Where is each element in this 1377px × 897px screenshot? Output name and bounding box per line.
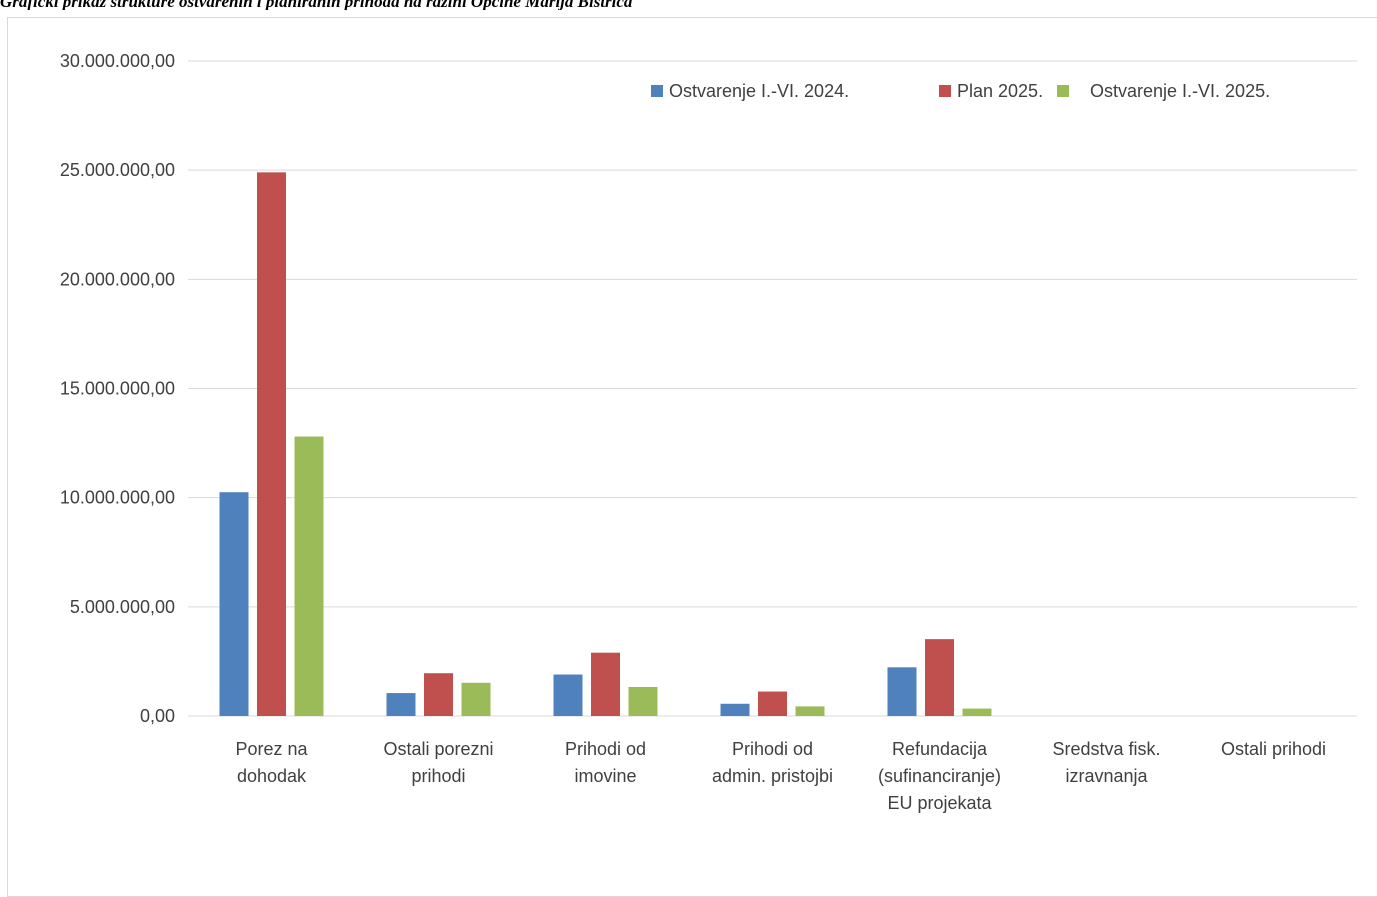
x-tick-label: imovine xyxy=(574,766,636,786)
legend-label: Plan 2025. xyxy=(957,81,1043,101)
x-tick-label: Ostali porezni xyxy=(383,739,493,759)
x-tick-label: EU projekata xyxy=(887,793,992,813)
x-tick-label: Sredstva fisk. xyxy=(1052,739,1160,759)
y-tick-label: 30.000.000,00 xyxy=(60,51,175,71)
legend-swatch xyxy=(1057,85,1069,97)
bar xyxy=(720,703,750,716)
figure-caption: Grafički prikaz strukture ostvarenih i p… xyxy=(0,0,633,10)
y-tick-label: 25.000.000,00 xyxy=(60,160,175,180)
x-tick-label: Prihodi od xyxy=(732,739,813,759)
bar xyxy=(553,674,583,716)
x-tick-label: Prihodi od xyxy=(565,739,646,759)
legend-swatch xyxy=(939,85,951,97)
x-tick-label: Porez na xyxy=(235,739,308,759)
bar xyxy=(294,436,324,716)
x-tick-label: izravnanja xyxy=(1065,766,1148,786)
bar xyxy=(758,691,787,716)
x-tick-label: prihodi xyxy=(411,766,465,786)
x-tick-label: (sufinanciranje) xyxy=(878,766,1001,786)
legend-swatch xyxy=(651,85,663,97)
x-tick-label: dohodak xyxy=(237,766,307,786)
legend-label: Ostvarenje I.-VI. 2025. xyxy=(1090,81,1270,101)
legend-label: Ostvarenje I.-VI. 2024. xyxy=(669,81,849,101)
x-tick-label: admin. pristojbi xyxy=(712,766,833,786)
bar xyxy=(219,492,249,716)
y-tick-label: 5.000.000,00 xyxy=(70,597,175,617)
bar xyxy=(386,693,416,716)
y-tick-label: 20.000.000,00 xyxy=(60,269,175,289)
y-tick-label: 10.000.000,00 xyxy=(60,488,175,508)
x-tick-label: Refundacija xyxy=(892,739,988,759)
bar xyxy=(962,708,992,716)
bar-chart: 0,00 5.000.000,00 10.000.000,00 15.000.000,… xyxy=(60,51,1357,813)
bar xyxy=(628,686,658,716)
bar xyxy=(424,673,453,716)
bar xyxy=(257,172,286,717)
bar xyxy=(591,652,620,716)
x-tick-label: Ostali prihodi xyxy=(1221,739,1326,759)
bar xyxy=(925,639,954,716)
y-tick-label: 0,00 xyxy=(140,706,175,726)
y-tick-label: 15.000.000,00 xyxy=(60,379,175,399)
bar xyxy=(887,667,917,716)
bar xyxy=(795,706,825,716)
bar xyxy=(461,682,491,716)
